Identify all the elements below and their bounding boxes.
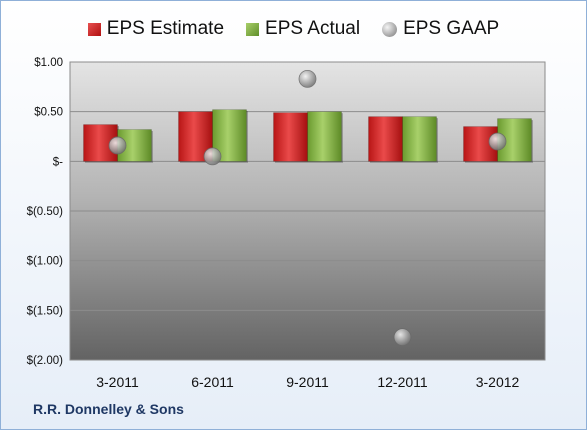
- legend-label-eps-actual: EPS Actual: [265, 18, 361, 39]
- legend-item-eps-gaap: EPS GAAP: [382, 18, 499, 40]
- y-tick-label: $(1.50): [27, 305, 64, 317]
- legend-label-eps-gaap: EPS GAAP: [403, 18, 500, 39]
- x-tick-label: 3-2012: [476, 374, 520, 390]
- eps-actual-bar: [402, 116, 437, 162]
- eps-gaap-point: [108, 136, 127, 155]
- legend-item-eps-estimate: EPS Estimate: [87, 18, 225, 40]
- x-tick-label: 12-2011: [377, 374, 428, 390]
- legend-swatch-eps-estimate: [87, 22, 101, 36]
- eps-estimate-bar: [273, 112, 308, 162]
- eps-gaap-point: [298, 69, 317, 88]
- legend-swatch-eps-actual: [246, 22, 260, 36]
- x-tick-label: 3-2011: [96, 374, 139, 390]
- eps-gaap-point: [203, 147, 222, 166]
- y-tick-label: $-: [53, 156, 63, 168]
- legend-label-eps-estimate: EPS Estimate: [106, 18, 225, 39]
- y-tick-label: $(0.50): [27, 206, 64, 218]
- company-name: R.R. Donnelley & Sons: [33, 401, 184, 417]
- y-tick-label: $1.00: [34, 57, 63, 69]
- legend: EPS Estimate EPS Actual EPS GAAP: [0, 14, 587, 44]
- eps-gaap-point: [488, 132, 507, 151]
- eps-estimate-bar: [368, 116, 403, 162]
- legend-swatch-eps-gaap: [382, 21, 398, 37]
- y-tick-label: $0.50: [34, 107, 63, 119]
- x-tick-label: 9-2011: [286, 374, 329, 390]
- y-tick-label: $(2.00): [27, 355, 64, 367]
- x-tick-label: 6-2011: [191, 374, 234, 390]
- y-tick-label: $(1.00): [27, 256, 64, 268]
- eps-actual-bar: [307, 111, 342, 162]
- eps-gaap-point: [393, 328, 412, 347]
- legend-item-eps-actual: EPS Actual: [246, 18, 360, 40]
